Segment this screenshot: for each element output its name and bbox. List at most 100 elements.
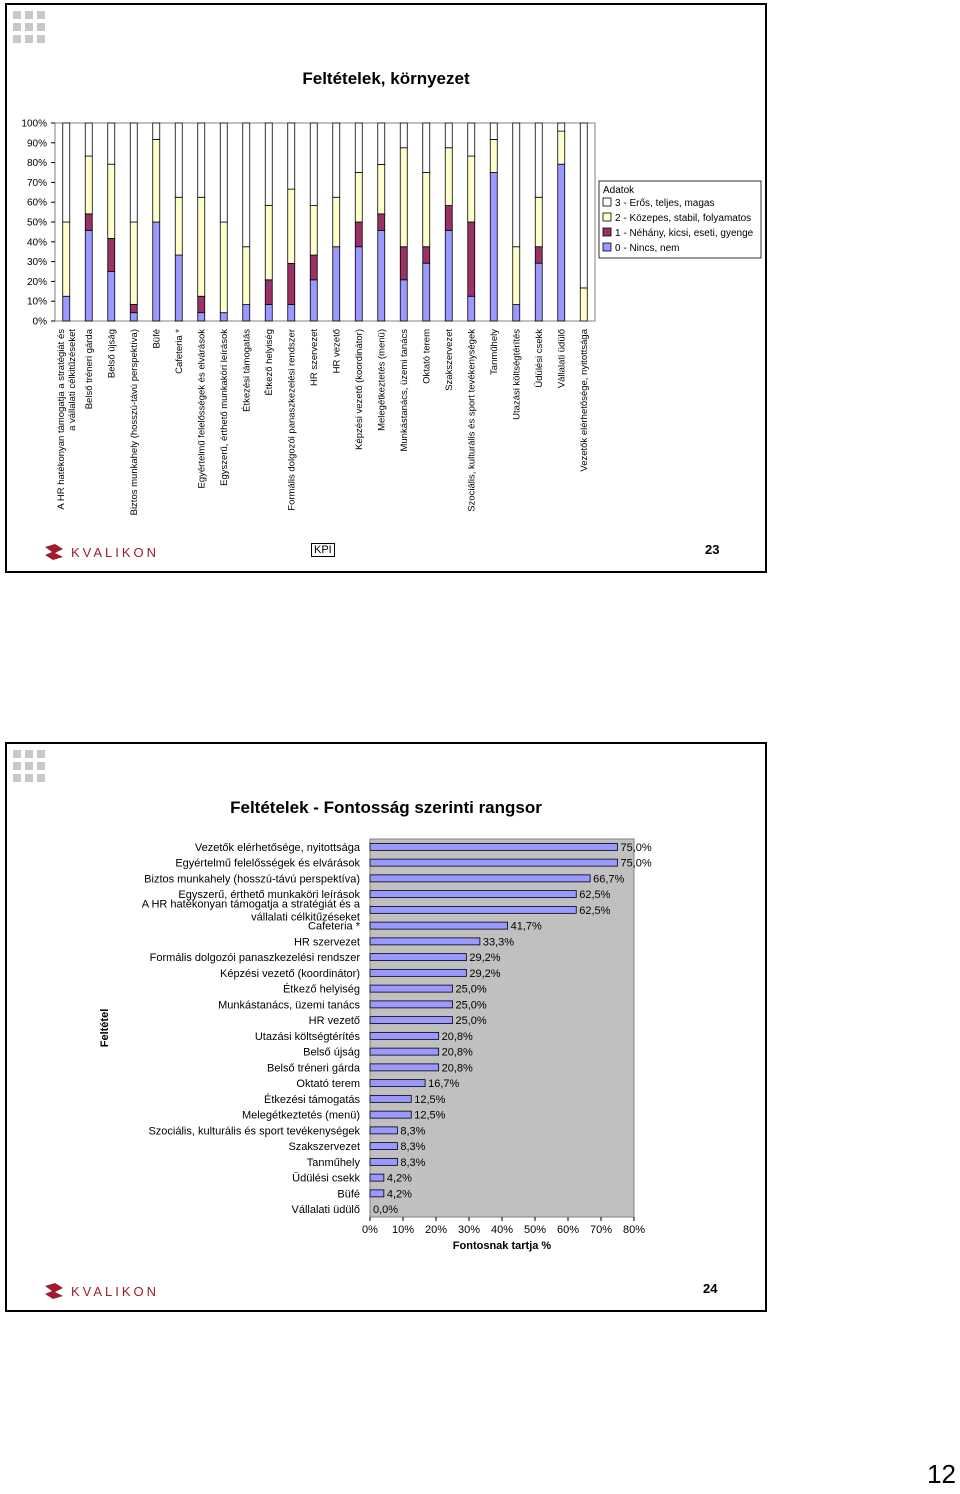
y-tick-label: Vállalati üdülő bbox=[292, 1204, 361, 1216]
bar-segment bbox=[354, 122, 363, 173]
x-tick-label-group: A HR hatékonyan támogatja a stratégiát é… bbox=[56, 329, 78, 510]
bar-segment bbox=[399, 122, 408, 149]
x-tick-label: 40% bbox=[491, 1224, 513, 1236]
bar-segment bbox=[84, 155, 93, 215]
bar-segment bbox=[129, 122, 138, 223]
data-label: 12,5% bbox=[414, 1094, 445, 1106]
horizontal-bar-chart: 0% 10% 20% 30% 40% 50% 60% 70% 80% 75,0% Vezetők e… bbox=[99, 838, 652, 1252]
y-tick-label: vállalati célkitűzéseket bbox=[251, 911, 360, 923]
data-label: 66,7% bbox=[593, 873, 624, 885]
x-tick-label-group: Szociális, kulturális és sport tevékenys… bbox=[466, 329, 477, 512]
x-tick-label-group: Képzési vezető (koordinátor) bbox=[354, 329, 365, 450]
bar-segment bbox=[444, 147, 453, 206]
bar-segment bbox=[84, 229, 93, 322]
y-tick-label: 100% bbox=[21, 119, 47, 130]
bar bbox=[369, 890, 577, 899]
y-tick-label: Belső tréneri gárda bbox=[267, 1062, 361, 1074]
bar bbox=[369, 1063, 440, 1072]
data-label: 29,2% bbox=[469, 968, 500, 980]
x-tick-label: Egyértelmű felelősségek és elvárások bbox=[196, 329, 207, 489]
x-tick-label: 30% bbox=[458, 1224, 480, 1236]
legend-label: 2 - Közepes, stabil, folyamatos bbox=[615, 213, 751, 224]
x-tick-label-group: Cafeteria * bbox=[174, 329, 185, 374]
y-tick-label: A HR hatékonyan támogatja a stratégiát é… bbox=[142, 898, 361, 910]
bar-segment bbox=[399, 246, 408, 281]
x-tick-label-group: Oktató terem bbox=[421, 329, 432, 384]
x-tick-label: HR vezető bbox=[331, 329, 342, 373]
x-tick-label: Vállalati üdülő bbox=[556, 329, 567, 388]
legend-label: 1 - Néhány, kicsi, eseti, gyenge bbox=[615, 228, 754, 239]
data-label: 75,0% bbox=[621, 842, 652, 854]
x-tick-label: Büfé bbox=[151, 329, 162, 349]
bar-segment bbox=[534, 122, 543, 198]
y-tick-label: Egyértelmű felelősségek és elvárások bbox=[175, 858, 360, 870]
bar-segment bbox=[534, 246, 543, 264]
bar-segment bbox=[129, 303, 138, 314]
plot-area bbox=[369, 838, 635, 1218]
bar-segment bbox=[512, 246, 521, 305]
bar-segment bbox=[62, 122, 71, 223]
bar-segment bbox=[354, 172, 363, 223]
data-label: 4,2% bbox=[387, 1188, 412, 1200]
y-tick-label: Egyszerű, érthető munkaköri leírások bbox=[178, 889, 360, 901]
x-tick-label: Munkástanács, üzemi tanács bbox=[399, 329, 410, 452]
bar-segment bbox=[84, 122, 93, 157]
bar-segment bbox=[152, 221, 161, 322]
plot-area bbox=[54, 122, 596, 322]
legend-swatch bbox=[602, 197, 612, 207]
x-tick-label-group: HR szervezet bbox=[309, 329, 320, 386]
bar-segment bbox=[242, 246, 251, 305]
x-tick-label-group: Biztos munkahely (hosszú-távú perspektív… bbox=[129, 329, 140, 515]
bar-segment bbox=[444, 229, 453, 322]
bar-segment bbox=[62, 295, 71, 322]
bar-segment bbox=[512, 304, 521, 322]
y-tick-label: Formális dolgozói panaszkezelési rendsze… bbox=[150, 952, 361, 964]
x-tick-label: Belső újság bbox=[106, 329, 117, 378]
bar bbox=[369, 1142, 398, 1151]
x-tick-label: 60% bbox=[557, 1224, 579, 1236]
bar-segment bbox=[152, 122, 161, 140]
data-label: 16,7% bbox=[428, 1078, 459, 1090]
bar-segment bbox=[489, 172, 498, 322]
legend-swatch bbox=[602, 242, 612, 252]
slide-decoration-dots bbox=[13, 750, 45, 782]
bar bbox=[369, 921, 509, 930]
bar-segment bbox=[422, 246, 431, 264]
bar bbox=[369, 1047, 440, 1056]
x-tick-label-group: Belső újság bbox=[106, 329, 117, 378]
bar-segment bbox=[557, 130, 566, 165]
bar-segment bbox=[422, 172, 431, 248]
legend-swatch bbox=[602, 227, 612, 237]
data-label: 62,5% bbox=[579, 889, 610, 901]
bar-segment bbox=[197, 122, 206, 198]
data-label: 8,3% bbox=[400, 1125, 425, 1137]
bar-segment bbox=[264, 122, 273, 206]
bar-segment bbox=[287, 304, 296, 322]
bar-segment bbox=[467, 221, 476, 297]
legend-label: 3 - Erős, teljes, magas bbox=[615, 198, 714, 209]
x-tick-label: Cafeteria * bbox=[174, 329, 185, 374]
x-tick-label: Belső tréneri gárda bbox=[84, 328, 95, 409]
x-tick-label: Tanműhely bbox=[489, 329, 500, 375]
bar bbox=[369, 1157, 398, 1166]
bar-segment bbox=[219, 312, 228, 322]
x-tick-label: a vállalati célkitűzéseket bbox=[67, 329, 78, 431]
bar bbox=[369, 1000, 453, 1009]
slide-importance-ranking: Feltételek - Fontosság szerinti rangsor … bbox=[5, 742, 767, 1312]
x-tick-label-group: Formális dolgozói panaszkezelési rendsze… bbox=[286, 329, 297, 511]
bar-segment bbox=[129, 221, 138, 305]
bar bbox=[369, 905, 577, 914]
bar-segment bbox=[152, 139, 161, 223]
x-tick-label: 0% bbox=[362, 1224, 378, 1236]
bar bbox=[369, 1016, 453, 1025]
data-label: 20,8% bbox=[442, 1047, 473, 1059]
bar bbox=[369, 1031, 440, 1040]
legend-box bbox=[598, 180, 762, 259]
x-tick-label: 20% bbox=[425, 1224, 447, 1236]
x-tick-label-group: Vállalati üdülő bbox=[556, 329, 567, 388]
y-tick-label: 30% bbox=[27, 257, 47, 268]
chart-title: Feltételek, környezet bbox=[302, 69, 470, 88]
bar-segment bbox=[287, 188, 296, 264]
y-tick-label: Büfé bbox=[337, 1188, 360, 1200]
bar-segment bbox=[107, 271, 116, 322]
